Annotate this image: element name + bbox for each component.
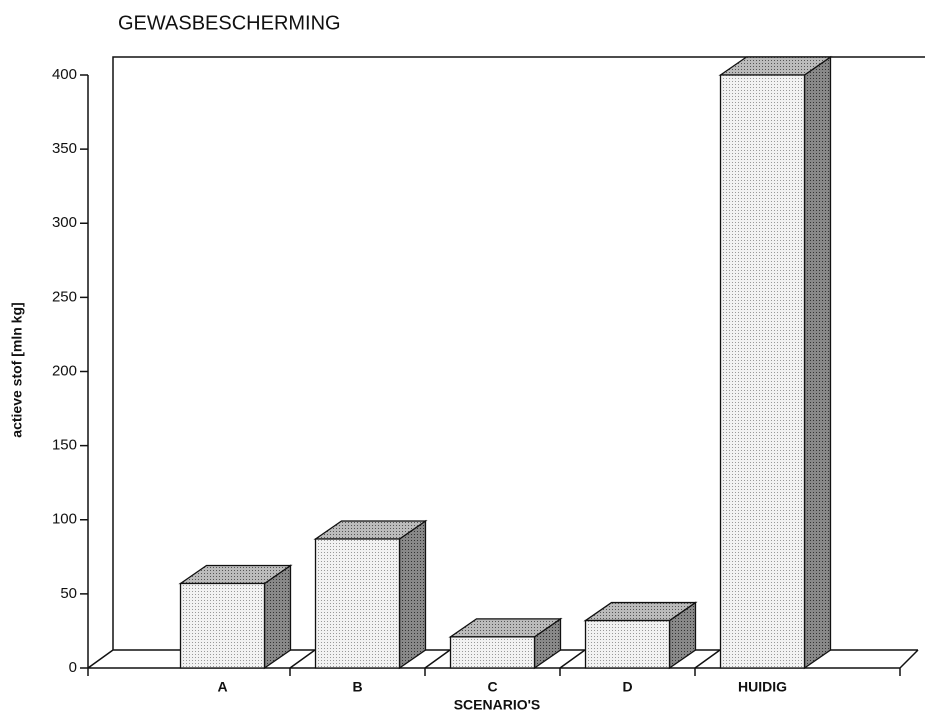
bar (178, 564, 293, 670)
y-tick-label: 150 (52, 437, 77, 454)
x-tick-label: D (622, 679, 632, 695)
y-tick-label: 250 (52, 288, 77, 305)
y-axis-title: actieve stof [mln kg] (9, 302, 25, 437)
y-tick-label: 200 (52, 362, 77, 379)
x-tick-label: HUIDIG (738, 679, 787, 695)
bar-front (719, 74, 806, 669)
y-tick-label: 400 (52, 66, 77, 83)
x-tick-label: B (352, 679, 362, 695)
bar-side (803, 55, 832, 670)
bar-front (449, 636, 536, 669)
bar (448, 617, 563, 670)
y-tick-label: 0 (69, 659, 77, 676)
y-tick-label: 350 (52, 140, 77, 157)
x-tick-label: C (487, 679, 497, 695)
chart-title: GEWASBESCHERMING (118, 12, 341, 34)
bar (313, 519, 428, 670)
bar-front (584, 619, 671, 669)
x-axis-title: SCENARIO'S (454, 697, 541, 713)
x-tick-label: A (217, 679, 227, 695)
y-tick-label: 100 (52, 511, 77, 528)
y-tick-label: 300 (52, 214, 77, 231)
bar (583, 601, 698, 670)
bar-front (314, 538, 401, 669)
y-tick-label: 50 (60, 585, 77, 602)
bar-side (398, 519, 427, 670)
bar (718, 55, 833, 670)
bar-front (179, 582, 266, 669)
